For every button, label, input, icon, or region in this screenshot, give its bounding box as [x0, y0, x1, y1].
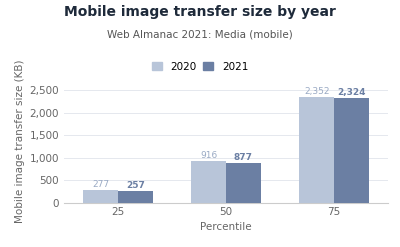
Text: 257: 257 [126, 181, 145, 190]
Bar [226, 163, 260, 203]
Bar [300, 97, 334, 203]
X-axis label: Percentile: Percentile [200, 222, 252, 232]
Text: 2,352: 2,352 [304, 87, 330, 96]
Text: Web Almanac 2021: Media (mobile): Web Almanac 2021: Media (mobile) [107, 30, 293, 40]
Text: Mobile image transfer size by year: Mobile image transfer size by year [64, 5, 336, 19]
Text: 916: 916 [200, 151, 217, 160]
Y-axis label: Mobile image transfer size (KB): Mobile image transfer size (KB) [15, 59, 25, 223]
Bar [192, 161, 226, 203]
Bar [118, 191, 152, 203]
Text: 277: 277 [92, 180, 109, 189]
Text: 2,324: 2,324 [337, 88, 366, 97]
Legend: 2020, 2021: 2020, 2021 [150, 60, 250, 74]
Bar [334, 98, 368, 203]
Bar [84, 190, 118, 203]
Text: 877: 877 [234, 153, 253, 162]
